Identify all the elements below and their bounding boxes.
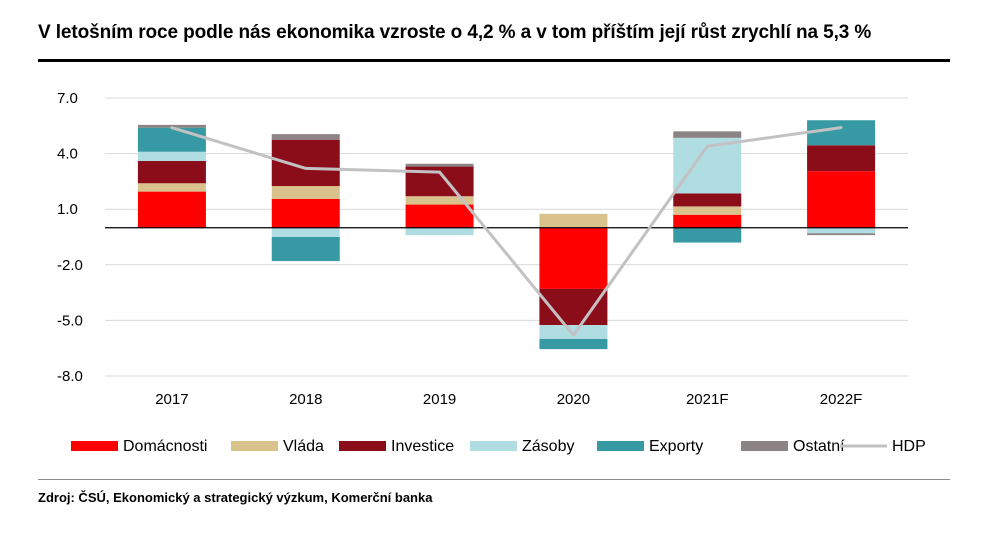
y-tick-label: 1.0 — [57, 201, 78, 218]
y-tick-label: 7.0 — [57, 90, 78, 107]
x-axis-labels: 2017 2018 2019 2020 2021F 2022F — [155, 391, 862, 408]
bar-segment-vláda-2021f — [673, 206, 742, 215]
bar-segment-investice-2022f — [807, 145, 876, 172]
gridlines — [105, 97, 908, 377]
bar-segment-investice-2018 — [271, 139, 340, 187]
x-tick-label: 2021F — [686, 391, 729, 408]
bar-segment-domácnosti-2020 — [539, 227, 608, 289]
y-tick-label: -8.0 — [57, 368, 83, 385]
bar-segment-vláda-2017 — [137, 183, 206, 192]
bar-segment-zásoby-2018 — [271, 227, 340, 237]
bar-segment-domácnosti-2021f — [673, 214, 742, 228]
legend-label: HDP — [892, 438, 926, 455]
legend-swatch-zásoby — [470, 441, 517, 451]
bar-segment-exporty-2022f — [807, 120, 876, 146]
y-axis-ticks: 7.0 4.0 1.0 -2.0 -5.0 -8.0 — [57, 90, 83, 385]
bar-segment-vláda-2018 — [271, 186, 340, 200]
footer-divider — [38, 479, 950, 480]
y-tick-label: -5.0 — [57, 312, 83, 329]
y-tick-label: 4.0 — [57, 146, 78, 163]
x-tick-label: 2019 — [423, 391, 456, 408]
legend-swatch-ostatní — [741, 441, 788, 451]
bar-segment-exporty-2017 — [137, 127, 206, 152]
chart-title: V letošním roce podle nás ekonomika vzro… — [38, 22, 872, 43]
bar-segment-vláda-2020 — [539, 213, 608, 228]
x-tick-label: 2022F — [820, 391, 863, 408]
bar-segment-exporty-2021f — [673, 227, 742, 243]
legend-swatch-investice — [339, 441, 386, 451]
legend-label: Exporty — [649, 438, 703, 455]
bar-segment-ostatní-2022f — [807, 233, 876, 236]
legend-label: Domácnosti — [123, 438, 207, 455]
bar-segment-domácnosti-2019 — [405, 204, 474, 228]
bar-segment-zásoby-2019 — [405, 227, 474, 236]
legend-label: Investice — [391, 438, 454, 455]
source-note: Zdroj: ČSÚ, Ekonomický a strategický výz… — [38, 490, 433, 505]
y-tick-label: -2.0 — [57, 257, 83, 274]
bar-segment-ostatní-2018 — [271, 134, 340, 140]
bar-segment-investice-2017 — [137, 161, 206, 184]
bar-segment-zásoby-2020 — [539, 325, 608, 339]
x-tick-label: 2017 — [155, 391, 188, 408]
bar-segment-investice-2021f — [673, 193, 742, 207]
hdp-line — [170, 126, 843, 337]
legend-label: Ostatní — [793, 438, 845, 455]
legend: Domácnosti Vláda Investice Zásoby Exporty Ost… — [71, 438, 926, 455]
bar-segment-zásoby-2017 — [137, 151, 206, 162]
legend-label: Zásoby — [522, 438, 574, 455]
x-tick-label: 2018 — [289, 391, 322, 408]
bar-segment-exporty-2020 — [539, 338, 608, 350]
legend-swatch-domácnosti — [71, 441, 118, 451]
bars — [137, 120, 876, 350]
legend-swatch-exporty — [597, 441, 644, 451]
x-tick-label: 2020 — [557, 391, 590, 408]
bar-segment-zásoby-2022f — [807, 227, 876, 234]
bar-segment-exporty-2018 — [271, 237, 340, 262]
legend-label: Vláda — [283, 438, 324, 455]
bar-segment-domácnosti-2022f — [807, 171, 876, 228]
title-divider — [38, 59, 950, 62]
legend-swatch-vláda — [231, 441, 278, 451]
bar-segment-ostatní-2021f — [673, 131, 742, 138]
bar-segment-domácnosti-2018 — [271, 199, 340, 228]
bar-segment-ostatní-2019 — [405, 163, 474, 167]
bar-segment-domácnosti-2017 — [137, 191, 206, 228]
bar-segment-vláda-2019 — [405, 196, 474, 205]
